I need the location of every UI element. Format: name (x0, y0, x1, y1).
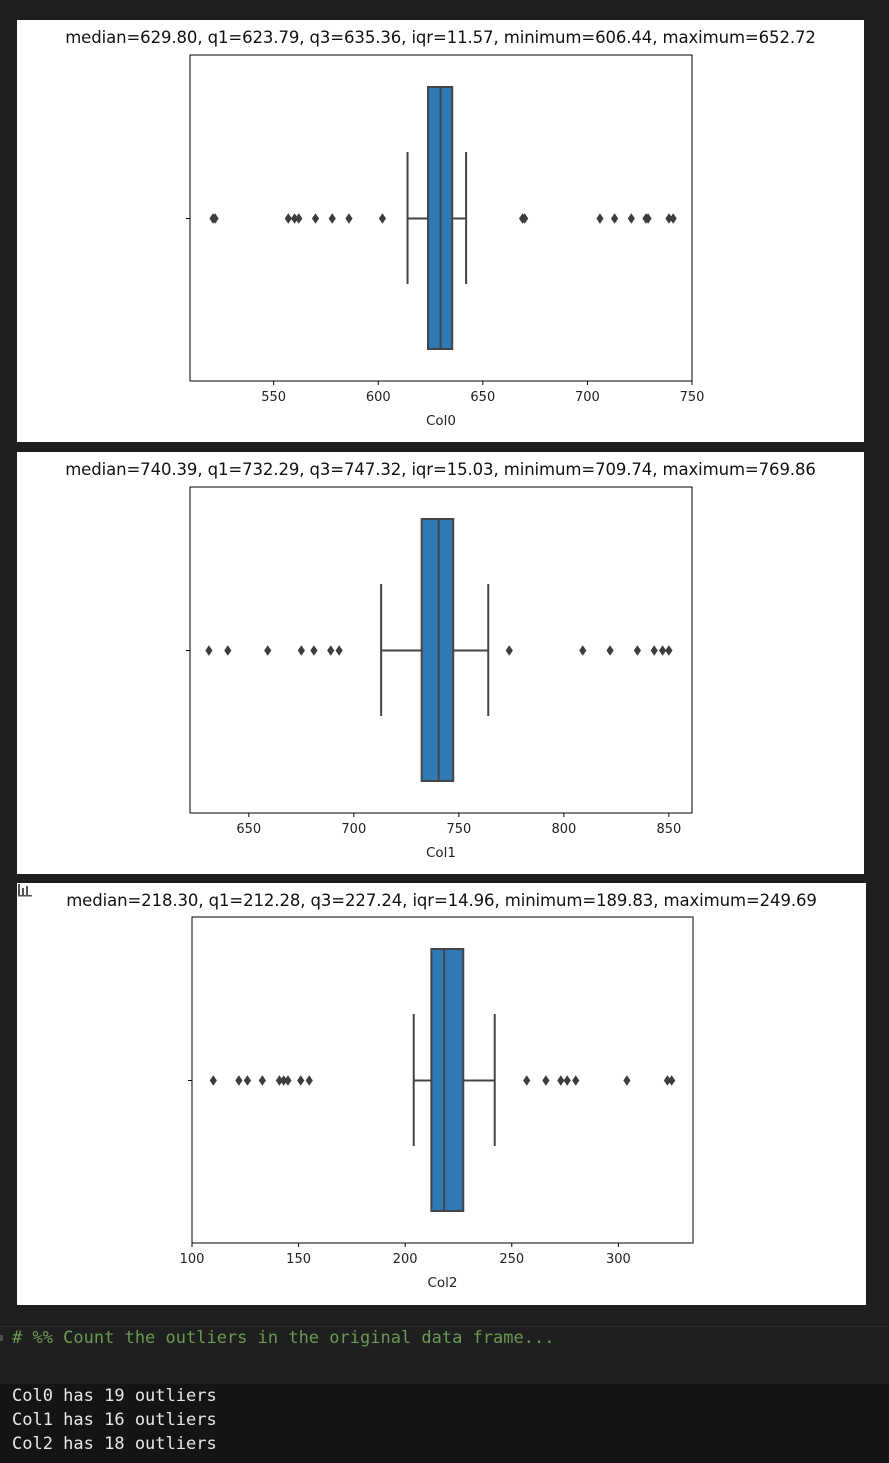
x-tick-label: 150 (286, 1252, 311, 1267)
code-cell[interactable]: # %% Count the outliers in the original … (0, 1326, 889, 1385)
boxplot-col2: median=218.30, q1=212.28, q3=227.24, iqr… (17, 883, 866, 1305)
x-tick-label: 850 (656, 822, 681, 837)
outlier-point (665, 213, 673, 224)
chart-title: median=629.80, q1=623.79, q3=635.36, iqr… (65, 28, 816, 47)
x-tick-label: 600 (366, 390, 391, 405)
outlier-point (505, 645, 513, 656)
x-tick-label: 700 (575, 390, 600, 405)
outlier-point (579, 645, 587, 656)
outlier-point (275, 1075, 284, 1086)
x-tick-label: 250 (499, 1252, 524, 1267)
output-line: Col1 has 16 outliers (12, 1410, 217, 1430)
outlier-point (211, 213, 219, 224)
boxplot-col0: median=629.80, q1=623.79, q3=635.36, iqr… (17, 20, 864, 442)
outlier-point (284, 1075, 292, 1086)
chart-title: median=740.39, q1=732.29, q3=747.32, iqr… (65, 460, 816, 479)
outlier-point (284, 213, 292, 224)
chart-title: median=218.30, q1=212.28, q3=227.24, iqr… (66, 891, 817, 910)
outlier-point (297, 645, 305, 656)
outlier-point (663, 1075, 672, 1086)
code-comment: # %% Count the outliers in the original … (12, 1328, 555, 1348)
outlier-point (264, 645, 272, 656)
x-tick-label: 200 (393, 1252, 418, 1267)
outlier-point (563, 1075, 571, 1086)
outlier-point (523, 1075, 531, 1086)
x-axis-label: Col1 (426, 845, 456, 861)
outlier-point (378, 213, 387, 224)
outlier-point (668, 1075, 676, 1086)
outlier-point (310, 645, 318, 656)
outlier-point (669, 213, 677, 224)
boxplot-col1-svg: 650 700 750 800 850 Col1 (186, 486, 693, 861)
outlier-point (224, 645, 232, 656)
output-line: Col0 has 19 outliers (12, 1386, 217, 1406)
outlier-point (623, 1075, 631, 1086)
cell-gutter-marker (0, 1335, 3, 1341)
x-axis-label: Col2 (427, 1275, 457, 1291)
x-tick-label: 300 (606, 1252, 631, 1267)
x-tick-label: 650 (236, 822, 261, 837)
iqr-box (420, 518, 455, 782)
outlier-point (235, 1075, 243, 1086)
x-tick-label: 550 (261, 390, 286, 405)
outlier-point (606, 645, 614, 656)
outlier-point (596, 213, 604, 224)
outlier-point (557, 1075, 565, 1086)
outlier-point (633, 645, 641, 656)
outlier-point (327, 645, 335, 656)
outlier-point (205, 645, 213, 656)
outlier-point (295, 213, 303, 224)
outlier-point (280, 1075, 288, 1086)
outlier-point (209, 1075, 217, 1086)
iqr-box (430, 948, 465, 1212)
outlier-point (297, 1075, 305, 1086)
x-tick-label: 800 (551, 822, 576, 837)
x-tick-label: 650 (470, 390, 495, 405)
outlier-point (658, 645, 667, 656)
outlier-point (345, 213, 353, 224)
outlier-point (627, 213, 635, 224)
boxplot-col1: median=740.39, q1=732.29, q3=747.32, iqr… (17, 452, 864, 874)
outlier-point (644, 213, 652, 224)
outlier-point (305, 1075, 313, 1086)
x-tick-label: 750 (680, 390, 705, 405)
cell-output: Col0 has 19 outliers Col1 has 16 outlier… (0, 1384, 889, 1463)
outlier-point (572, 1075, 580, 1086)
outlier-point (258, 1075, 266, 1086)
outlier-point (290, 213, 299, 224)
boxplot-col0-svg: 550 600 650 700 750 Col0 (186, 54, 705, 429)
x-tick-label: 100 (180, 1252, 205, 1267)
outlier-point (311, 213, 320, 224)
outlier-point (243, 1075, 252, 1086)
x-axis-label: Col0 (426, 413, 456, 429)
bar-chart-icon[interactable] (17, 883, 33, 897)
outlier-point (611, 213, 619, 224)
x-tick-label: 750 (446, 822, 471, 837)
boxplot-col2-svg: 100 150 200 250 300 Col2 (180, 916, 694, 1291)
outlier-point (328, 213, 336, 224)
x-tick-label: 700 (341, 822, 366, 837)
outlier-point (665, 645, 673, 656)
outlier-point (650, 645, 658, 656)
outlier-point (335, 645, 343, 656)
outlier-point (542, 1075, 550, 1086)
outlier-point (521, 213, 529, 224)
output-line: Col2 has 18 outliers (12, 1434, 217, 1454)
